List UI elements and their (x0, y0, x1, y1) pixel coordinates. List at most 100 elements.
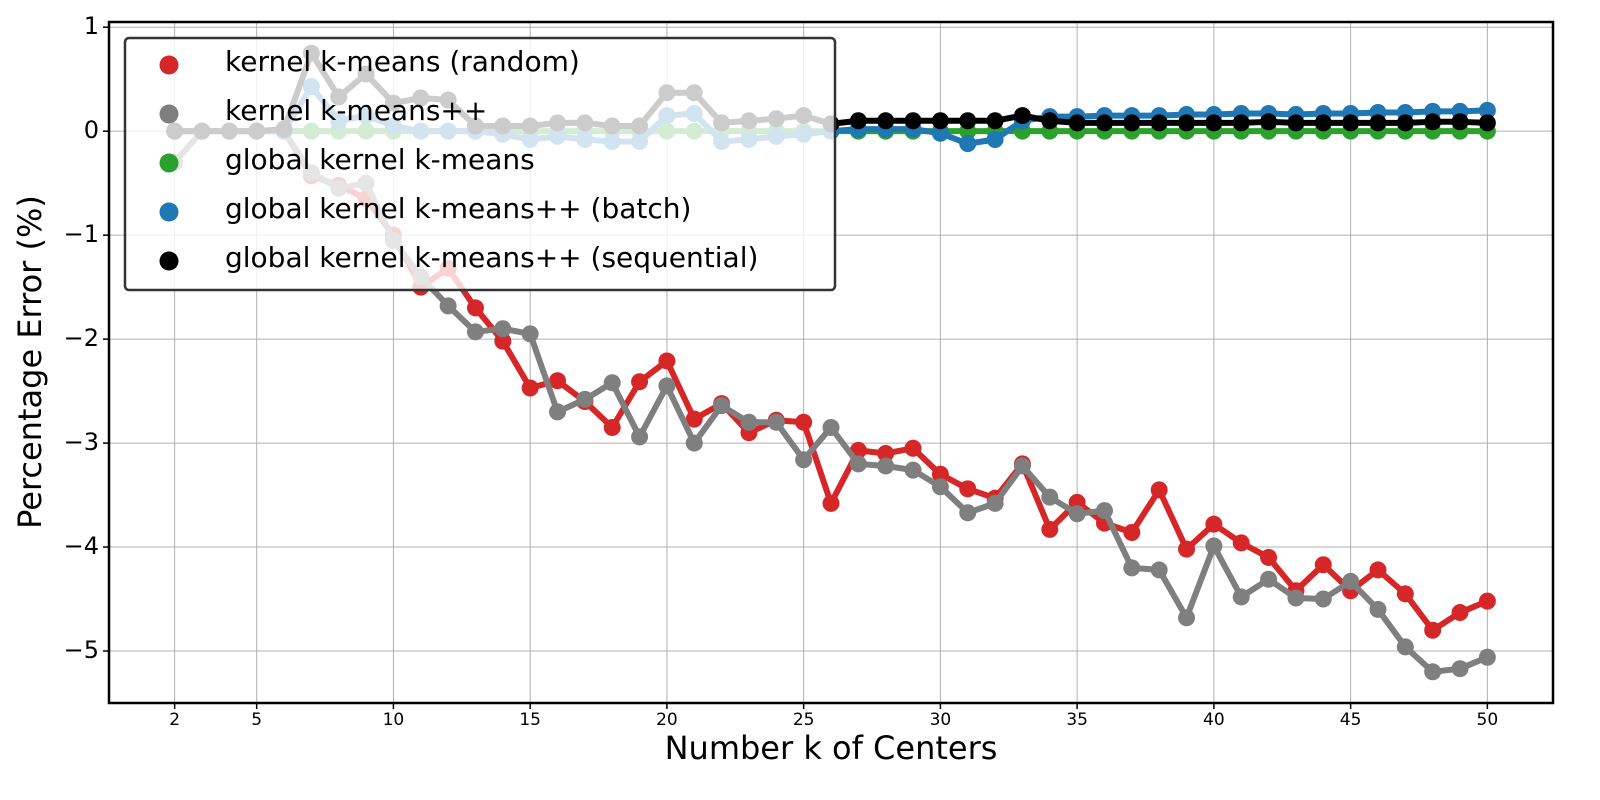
data-point (1041, 488, 1059, 506)
data-point (1095, 114, 1113, 132)
data-point (658, 377, 676, 395)
legend-marker (159, 55, 179, 75)
data-point (1260, 548, 1278, 566)
data-point (1314, 590, 1332, 608)
data-point (631, 428, 649, 446)
x-tick-label: 2 (169, 710, 180, 730)
legend-label: global kernel k-means++ (sequential) (225, 241, 758, 274)
data-point (658, 352, 676, 370)
data-point (931, 112, 949, 130)
data-point (877, 112, 895, 130)
data-point (685, 434, 703, 452)
legend-marker (159, 104, 179, 124)
x-tick-label: 10 (383, 710, 405, 730)
data-point (1478, 101, 1496, 119)
data-point (1451, 604, 1469, 622)
y-tick-label: 0 (84, 116, 99, 144)
data-point (1424, 663, 1442, 681)
data-point (1287, 114, 1305, 132)
data-point (1369, 561, 1387, 579)
data-point (1095, 502, 1113, 520)
data-point (740, 413, 758, 431)
data-point (986, 112, 1004, 130)
data-point (931, 124, 949, 142)
data-point (986, 494, 1004, 512)
data-point (1123, 523, 1141, 541)
data-point (685, 410, 703, 428)
x-tick-label: 20 (656, 710, 678, 730)
data-point (1424, 113, 1442, 131)
y-tick-label: −5 (64, 636, 99, 664)
data-point (904, 439, 922, 457)
legend-marker (159, 153, 179, 173)
legend-label: global kernel k-means++ (batch) (225, 192, 691, 225)
data-point (603, 374, 621, 392)
data-point (959, 135, 977, 153)
data-point (466, 299, 484, 317)
legend-box (123, 36, 837, 292)
data-point (795, 451, 813, 469)
data-point (494, 320, 512, 338)
x-tick-label: 30 (930, 710, 952, 730)
data-point (1369, 600, 1387, 618)
data-point (959, 504, 977, 522)
legend-label: kernel k-means++ (225, 94, 487, 127)
data-point (1068, 505, 1086, 523)
x-tick-label: 45 (1340, 710, 1362, 730)
data-point (931, 478, 949, 496)
legend-marker (159, 202, 179, 222)
data-point (521, 325, 539, 343)
data-point (931, 465, 949, 483)
data-point (1342, 114, 1360, 132)
x-tick-label: 35 (1066, 710, 1088, 730)
data-point (549, 403, 567, 421)
data-point (822, 418, 840, 436)
data-point (1451, 113, 1469, 131)
y-tick-label: −1 (64, 220, 99, 248)
y-tick-label: −4 (64, 532, 99, 560)
data-point (1451, 660, 1469, 678)
data-point (1396, 114, 1414, 132)
data-point (1123, 559, 1141, 577)
y-tick-label: −3 (64, 428, 99, 456)
data-point (1396, 638, 1414, 656)
data-point (631, 373, 649, 391)
x-tick-label: 40 (1203, 710, 1225, 730)
data-point (1369, 114, 1387, 132)
plot-frame (107, 20, 1555, 705)
data-point (1013, 107, 1031, 125)
data-point (1232, 534, 1250, 552)
data-point (713, 397, 731, 415)
data-point (877, 457, 895, 475)
data-point (1041, 520, 1059, 538)
data-point (1178, 609, 1196, 627)
data-point (603, 418, 621, 436)
data-point (1260, 570, 1278, 588)
data-point (849, 455, 867, 473)
data-point (466, 323, 484, 341)
data-point (1232, 114, 1250, 132)
data-point (1260, 113, 1278, 131)
x-tick-label: 15 (519, 710, 541, 730)
data-point (1232, 588, 1250, 606)
data-point (1478, 114, 1496, 132)
data-point (1342, 572, 1360, 590)
data-point (1205, 515, 1223, 533)
data-point (1205, 537, 1223, 555)
x-tick-label: 25 (793, 710, 815, 730)
data-point (1123, 114, 1141, 132)
data-point (1396, 585, 1414, 603)
data-point (877, 444, 895, 462)
data-point (1478, 592, 1496, 610)
data-point (1424, 621, 1442, 639)
data-point (986, 130, 1004, 148)
data-point (521, 379, 539, 397)
data-point (1068, 114, 1086, 132)
data-point (1287, 589, 1305, 607)
data-point (1178, 540, 1196, 558)
legend-label: kernel k-means (random) (225, 45, 580, 78)
x-tick-label: 5 (251, 710, 262, 730)
data-point (849, 112, 867, 130)
x-axis-label: Number k of Centers (665, 729, 998, 767)
